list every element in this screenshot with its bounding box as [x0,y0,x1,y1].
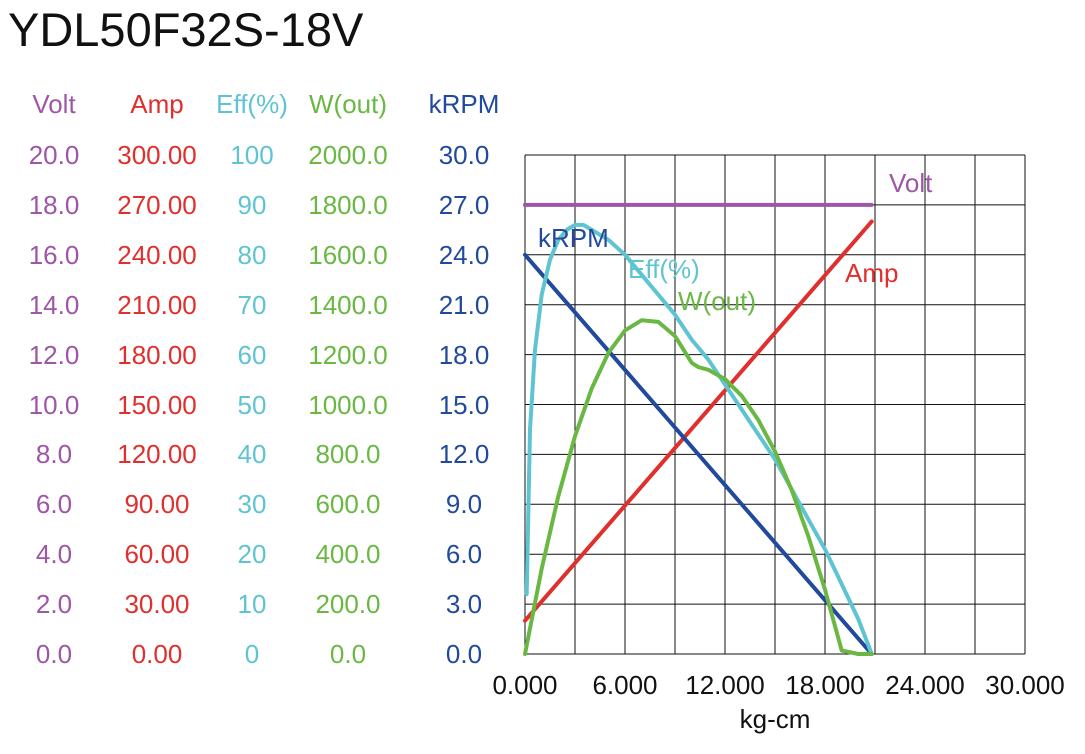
axis-tick-krpm: 0.0 [445,639,483,669]
chart-title: YDL50F32S-18V [8,3,364,56]
series-label-eff: Eff(%) [628,254,700,284]
axis-tick-krpm: 6.0 [445,539,483,570]
axis-header-amp: Amp [130,89,184,119]
x-tick-label: 30.000 [985,670,1065,700]
axis-tick-amp: 30.00 [124,589,190,620]
axis-tick-volt: 8.0 [35,439,73,470]
axis-tick-volt: 4.0 [35,539,73,570]
axis-tick-amp: 180.00 [117,339,197,370]
axis-tick-volt: 14.0 [28,289,80,320]
x-tick-label: 0.000 [492,670,557,700]
axis-tick-wout: 2000.0 [308,140,388,170]
axis-header-volt: Volt [32,89,76,119]
axis-tick-volt: 12.0 [28,339,80,370]
series-line-wout [523,318,874,656]
axis-tick-volt: 0.0 [35,639,73,669]
axis-tick-volt: 10.0 [28,389,80,420]
axis-tick-eff: 100 [230,140,274,170]
axis-tick-krpm: 27.0 [438,189,490,220]
x-tick-label: 24.000 [885,670,965,700]
axis-tick-wout: 1000.0 [308,389,388,420]
axis-tick-volt: 18.0 [28,189,80,220]
series-label-amp: Amp [845,258,898,288]
axis-tick-wout: 800.0 [315,439,381,470]
axis-tick-volt: 6.0 [35,489,73,520]
axis-tick-krpm: 12.0 [438,439,490,470]
axis-tick-wout: 400.0 [315,539,381,570]
axis-header-krpm: kRPM [428,89,500,119]
axis-tick-eff: 90 [237,189,267,220]
axis-tick-krpm: 18.0 [438,339,490,370]
axis-tick-wout: 1800.0 [308,189,388,220]
axis-tick-eff: 10 [237,589,267,620]
axis-tick-eff: 40 [237,439,267,470]
axis-tick-wout: 1400.0 [308,289,388,320]
axis-tick-wout: 1200.0 [308,339,388,370]
axis-tick-wout: 600.0 [315,489,381,520]
x-tick-label: 12.000 [685,670,765,700]
axis-tick-amp: 210.00 [117,289,197,320]
x-tick-label: 18.000 [785,670,865,700]
axis-tick-eff: 80 [237,239,267,270]
axis-tick-amp: 150.00 [117,389,197,420]
axis-tick-amp: 300.00 [117,140,197,170]
axis-tick-amp: 0.00 [131,639,183,669]
axis-tick-krpm: 9.0 [445,489,483,520]
series-line-krpm [523,252,874,656]
series-label-wout: W(out) [678,286,756,316]
axis-tick-krpm: 30.0 [438,140,490,170]
axis-header-eff: Eff(%) [216,89,288,119]
axis-tick-eff: 0 [244,639,260,669]
axis-tick-eff: 20 [237,539,267,570]
axis-tick-amp: 120.00 [117,439,197,470]
axis-tick-eff: 30 [237,489,267,520]
series-line-eff [524,222,874,656]
axis-tick-krpm: 3.0 [445,589,483,620]
axis-tick-krpm: 24.0 [438,239,490,270]
axis-tick-amp: 60.00 [124,539,190,570]
axis-tick-amp: 90.00 [124,489,190,520]
axis-tick-wout: 1600.0 [308,239,388,270]
axis-tick-volt: 16.0 [28,239,80,270]
series-label-krpm: kRPM [538,223,609,253]
x-axis-label: kg-cm [740,704,811,734]
axis-tick-wout: 200.0 [315,589,381,620]
axis-tick-eff: 60 [237,339,267,370]
axis-tick-volt: 2.0 [35,589,73,620]
axis-tick-krpm: 15.0 [438,389,490,420]
axis-tick-krpm: 21.0 [438,289,490,320]
x-tick-label: 6.000 [592,670,657,700]
axis-tick-eff: 50 [237,389,267,420]
axis-tick-eff: 70 [237,289,267,320]
axis-tick-amp: 270.00 [117,189,197,220]
axis-tick-volt: 20.0 [28,140,80,170]
axis-tick-amp: 240.00 [117,239,197,270]
axis-header-wout: W(out) [309,89,387,119]
axis-tick-wout: 0.0 [329,639,367,669]
series-line-amp [523,219,874,623]
series-label-volt: Volt [889,168,933,198]
